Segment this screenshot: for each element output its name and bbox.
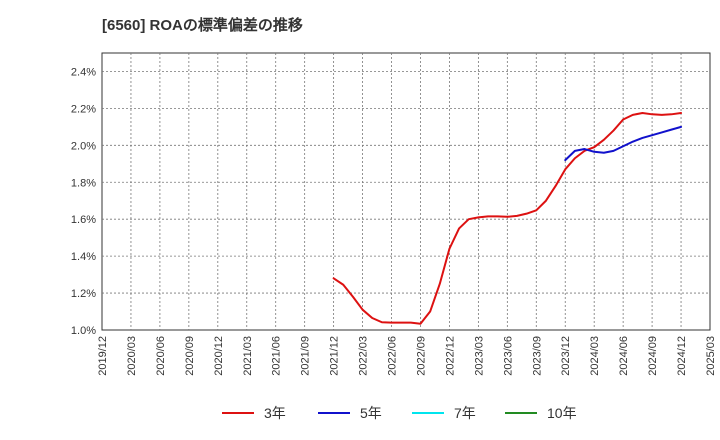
x-tick-label: 2020/03 — [126, 336, 138, 376]
y-tick-label: 2.4% — [71, 66, 96, 78]
grid — [102, 53, 710, 330]
x-tick-label: 2024/12 — [676, 336, 688, 376]
y-tick-label: 1.8% — [71, 177, 96, 189]
x-tick-label: 2023/06 — [502, 336, 514, 376]
legend: 3年 5年 7年 10年 — [222, 405, 577, 421]
x-tick-label: 2020/12 — [213, 336, 225, 376]
series-lines — [332, 112, 683, 325]
x-axis: 2019/12 2020/03 2020/06 2020/09 2020/12 2021/… — [97, 336, 717, 376]
plot-area — [101, 52, 711, 331]
y-tick-label: 1.0% — [71, 325, 96, 337]
chart-title: [6560] ROAの標準偏差の推移 — [102, 16, 303, 34]
x-tick-label: 2023/12 — [560, 336, 572, 376]
x-tick-label: 2024/06 — [618, 336, 630, 376]
x-tick-label: 2024/09 — [647, 336, 659, 376]
x-tick-label: 2023/03 — [473, 336, 485, 376]
x-tick-label: 2022/09 — [415, 336, 427, 376]
series-line — [332, 112, 683, 325]
x-tick-label: 2025/03 — [705, 336, 717, 376]
x-tick-label: 2021/03 — [242, 336, 254, 376]
x-tick-label: 2022/03 — [358, 336, 370, 376]
x-tick-label: 2024/03 — [589, 336, 601, 376]
y-tick-label: 2.2% — [71, 103, 96, 115]
y-axis: 1.0% 1.2% 1.4% 1.6% 1.8% 2.0% 2.2% 2.4% — [71, 66, 96, 337]
legend-label: 5年 — [360, 405, 382, 421]
x-tick-label: 2021/12 — [329, 336, 341, 376]
x-tick-label: 2020/09 — [184, 336, 196, 376]
y-tick-label: 1.2% — [71, 288, 96, 300]
x-tick-label: 2020/06 — [155, 336, 167, 376]
x-tick-label: 2022/12 — [444, 336, 456, 376]
x-tick-label: 2021/09 — [300, 336, 312, 376]
legend-label: 7年 — [454, 405, 476, 421]
legend-label: 10年 — [547, 405, 577, 421]
y-tick-label: 2.0% — [71, 140, 96, 152]
x-tick-label: 2019/12 — [97, 336, 109, 376]
y-tick-label: 1.6% — [71, 214, 96, 226]
x-tick-label: 2021/06 — [271, 336, 283, 376]
x-tick-label: 2022/06 — [387, 336, 399, 376]
legend-label: 3年 — [264, 405, 286, 421]
series-line — [564, 125, 683, 162]
y-tick-label: 1.4% — [71, 251, 96, 263]
x-tick-label: 2023/09 — [531, 336, 543, 376]
